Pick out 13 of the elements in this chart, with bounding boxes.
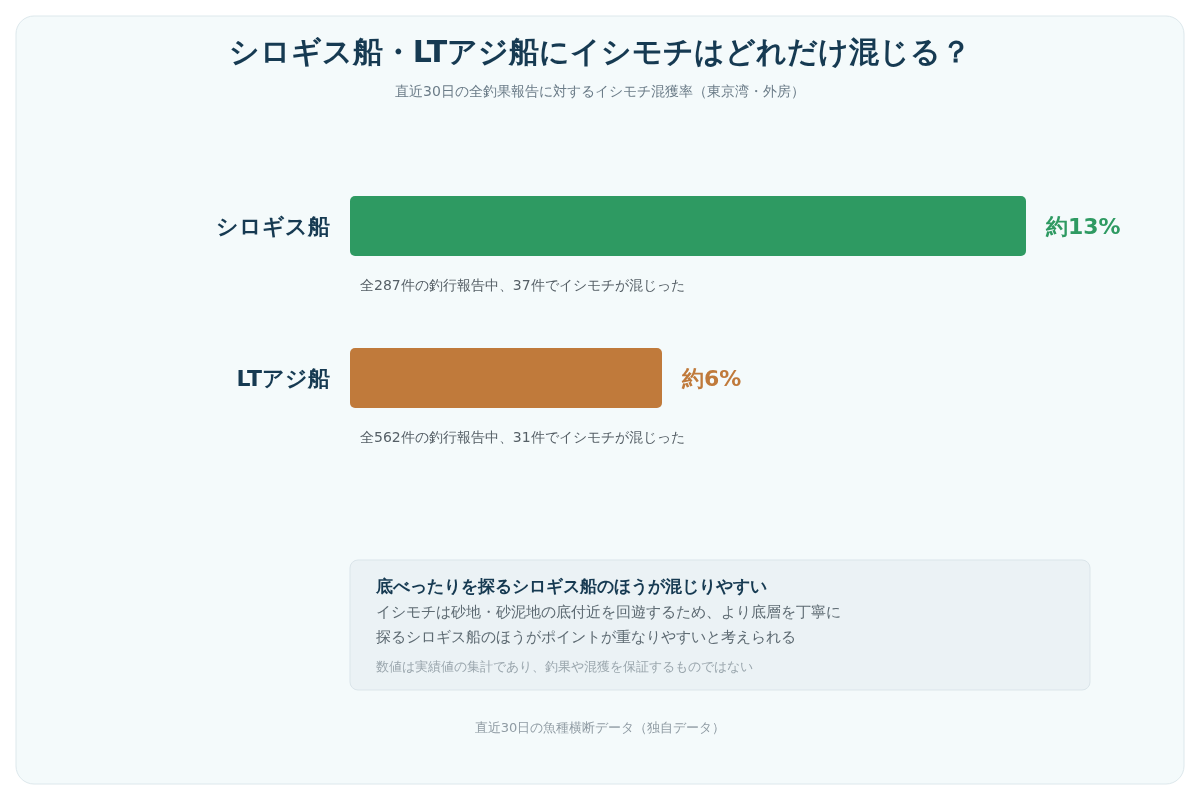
text: 底べったりを探るシロギス船のほうが混じりやすい [375,576,767,596]
y-tick-label: LTアジ船 [236,366,330,391]
chart-title: シロギス船・LTアジ船にイシモチはどれだけ混じる？ [228,34,972,69]
y-tick-label: シロギス船 [216,214,330,239]
annotation: 全287件の釣行報告中、37件でイシモチが混じった [360,277,685,293]
data-label: 約13% [1045,214,1121,239]
text: 探るシロギス船のほうがポイントが重なりやすいと考えられる [376,628,796,646]
chart-subtitle: 直近30日の全釣果報告に対するイシモチ混獲率（東京湾・外房） [395,83,805,99]
annotation: 全562件の釣行報告中、31件でイシモチが混じった [360,429,685,445]
text: 数値は実績値の集計であり、釣果や混獲を保証するものではない [376,659,753,674]
text: イシモチは砂地・砂泥地の底付近を回遊するため、より底層を丁寧に [376,603,841,621]
text: 直近30日の魚種横断データ（独自データ） [474,720,726,735]
data-label: 約6% [681,366,742,391]
